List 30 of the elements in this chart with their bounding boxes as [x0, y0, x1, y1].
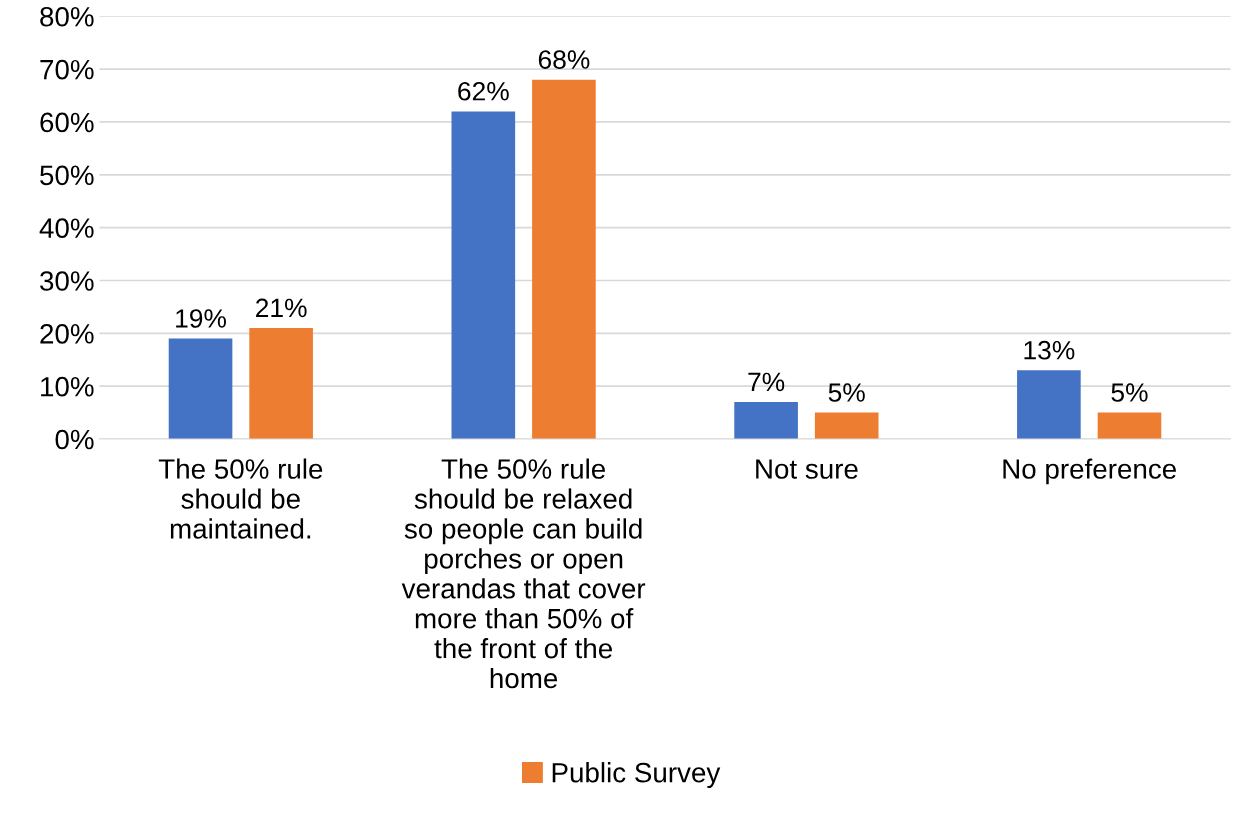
- data-label: 5%: [1111, 383, 1148, 402]
- bar: [532, 79, 596, 440]
- bar: [734, 402, 798, 440]
- bar: [1097, 412, 1162, 440]
- y-tick-label: 20%: [40, 324, 94, 344]
- x-tick-label: The 50% rule should be maintained.: [158, 458, 323, 539]
- data-label: 5%: [828, 383, 865, 402]
- y-tick-label: 50%: [40, 165, 94, 186]
- bar: [168, 338, 233, 440]
- bar: [814, 412, 879, 440]
- bar: [451, 111, 516, 440]
- y-tick-label: 30%: [40, 271, 94, 291]
- x-tick-label: The 50% rule should be relaxed so people can build porches or open verandas that cover more than 50% of the front of the home: [401, 458, 646, 689]
- y-tick-label: 40%: [39, 218, 94, 238]
- data-label: 21%: [256, 298, 307, 318]
- data-label: 19%: [176, 309, 227, 328]
- y-tick-label: 80%: [40, 6, 94, 27]
- data-label: 62%: [458, 81, 509, 101]
- legend-label: Public Survey: [552, 762, 721, 788]
- x-tick-label: Not sure: [756, 459, 858, 479]
- data-label: 13%: [1024, 340, 1075, 360]
- y-tick-label: 60%: [40, 112, 94, 133]
- bar: [249, 328, 313, 440]
- y-tick-label: 70%: [40, 59, 94, 80]
- y-tick-label: 10%: [41, 376, 94, 397]
- data-label: 7%: [748, 372, 785, 392]
- data-label: 68%: [538, 50, 590, 69]
- y-tick-label: 0%: [55, 429, 94, 450]
- x-tick-label: No preference: [1003, 458, 1176, 485]
- bar: [1017, 370, 1081, 440]
